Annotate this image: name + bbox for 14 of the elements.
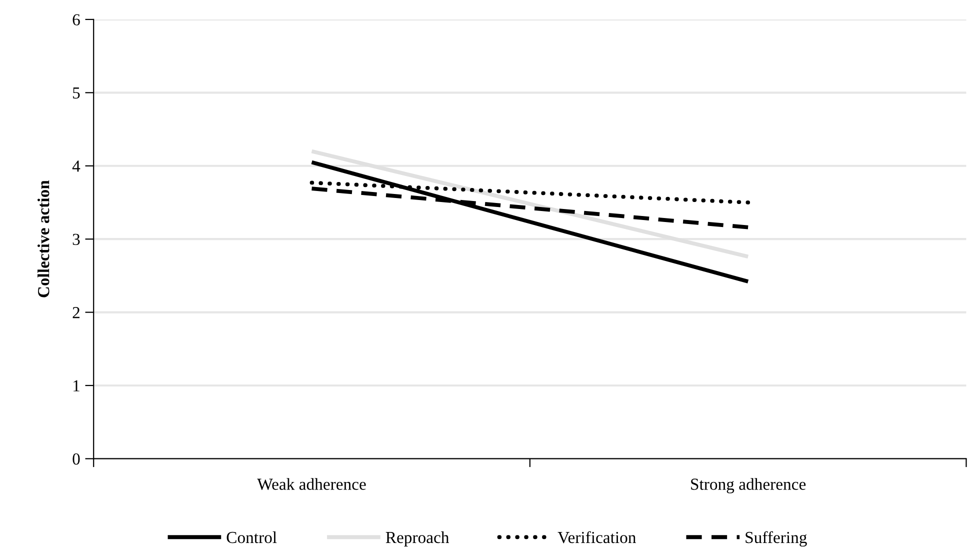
legend-label: Suffering bbox=[746, 531, 807, 547]
legend-label: Control bbox=[226, 531, 277, 544]
y-tick-label: 0 bbox=[72, 453, 80, 465]
y-tick-label: 6 bbox=[72, 14, 80, 26]
x-tick-label: Strong adherence bbox=[691, 478, 806, 494]
legend-label: Verification bbox=[558, 531, 636, 544]
y-tick-label: 5 bbox=[73, 88, 80, 99]
x-tick-label: Weak adherence bbox=[257, 478, 366, 490]
y-tick-label: 2 bbox=[72, 307, 80, 318]
y-tick-label: 4 bbox=[72, 160, 80, 172]
legend-label: Reproach bbox=[386, 531, 450, 547]
y-axis-title: Collective action bbox=[38, 180, 50, 298]
y-tick-label: 3 bbox=[72, 234, 80, 246]
y-tick-label: 1 bbox=[74, 380, 80, 392]
